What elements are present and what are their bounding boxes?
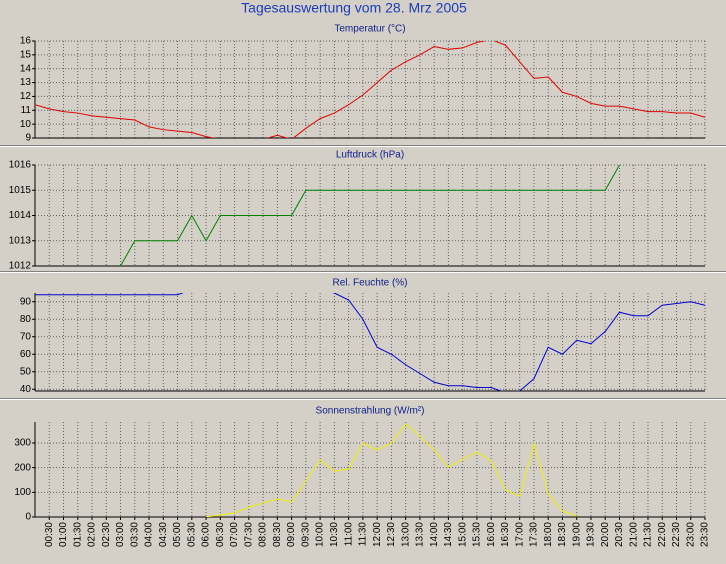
plot bbox=[119, 165, 621, 266]
y-tick-label: 300 bbox=[14, 438, 31, 449]
x-tick-label: 09:00 bbox=[286, 522, 297, 547]
x-tick-label: 23:30 bbox=[700, 522, 711, 547]
y-tick-label: 13 bbox=[20, 77, 32, 88]
x-tick-label: 12:30 bbox=[386, 522, 397, 547]
x-tick-label: 16:30 bbox=[500, 522, 511, 547]
x-tick-label: 14:00 bbox=[429, 522, 440, 547]
y-tick-label: 80 bbox=[20, 314, 32, 325]
data-line bbox=[35, 41, 705, 138]
x-tick-label: 06:30 bbox=[215, 522, 226, 547]
data-line bbox=[205, 423, 577, 517]
y-tick-label: 60 bbox=[20, 349, 32, 360]
y-tick-label: 10 bbox=[20, 119, 32, 130]
x-tick-label: 04:30 bbox=[158, 522, 169, 547]
x-tick-label: 22:00 bbox=[657, 522, 668, 547]
y-tick-label: 15 bbox=[20, 49, 32, 60]
data-line bbox=[35, 293, 705, 391]
x-tick-label: 20:00 bbox=[600, 522, 611, 547]
y-tick-label: 0 bbox=[25, 512, 31, 523]
x-tick-label: 04:00 bbox=[144, 522, 155, 547]
plot bbox=[35, 41, 705, 138]
x-tick-label: 10:30 bbox=[329, 522, 340, 547]
x-tick-label: 09:30 bbox=[300, 522, 311, 547]
x-tick-label: 02:30 bbox=[101, 522, 112, 547]
x-tick-label: 17:00 bbox=[514, 522, 525, 547]
y-tick-label: 90 bbox=[20, 296, 32, 307]
x-tick-label: 05:30 bbox=[186, 522, 197, 547]
plot bbox=[35, 293, 705, 391]
x-tick-label: 15:00 bbox=[457, 522, 468, 547]
x-tick-label: 01:30 bbox=[72, 522, 83, 547]
y-tick-label: 1016 bbox=[9, 160, 32, 171]
x-tick-label: 15:30 bbox=[472, 522, 483, 547]
x-tick-label: 08:00 bbox=[258, 522, 269, 547]
x-tick-label: 18:30 bbox=[557, 522, 568, 547]
x-tick-label: 01:00 bbox=[58, 522, 69, 547]
y-tick-label: 70 bbox=[20, 331, 32, 342]
y-tick-label: 12 bbox=[20, 91, 32, 102]
y-tick-label: 200 bbox=[14, 462, 31, 473]
x-tick-label: 03:30 bbox=[129, 522, 140, 547]
x-tick-label: 03:00 bbox=[115, 522, 126, 547]
x-tick-label: 06:00 bbox=[201, 522, 212, 547]
y-tick-label: 9 bbox=[25, 133, 31, 144]
chart-title: Temperatur (°C) bbox=[334, 24, 405, 35]
x-tick-label: 12:00 bbox=[372, 522, 383, 547]
x-tick-label: 22:30 bbox=[671, 522, 682, 547]
y-tick-label: 50 bbox=[20, 366, 32, 377]
x-tick-label: 13:00 bbox=[400, 522, 411, 547]
y-tick-label: 40 bbox=[20, 384, 32, 395]
y-tick-label: 1012 bbox=[9, 261, 32, 272]
x-tick-label: 23:00 bbox=[685, 522, 696, 547]
x-tick-label: 21:30 bbox=[643, 522, 654, 547]
y-tick-label: 1013 bbox=[9, 235, 32, 246]
x-tick-label: 18:00 bbox=[543, 522, 554, 547]
chart-title: Luftdruck (hPa) bbox=[336, 150, 404, 161]
y-tick-label: 16 bbox=[20, 36, 32, 47]
x-tick-label: 11:00 bbox=[343, 522, 354, 547]
x-tick-label: 07:00 bbox=[229, 522, 240, 547]
plot bbox=[205, 423, 577, 517]
chart-title: Rel. Feuchte (%) bbox=[332, 278, 407, 289]
x-tick-label: 17:30 bbox=[529, 522, 540, 547]
x-tick-label: 10:00 bbox=[315, 522, 326, 547]
x-tick-label: 00:30 bbox=[44, 522, 55, 547]
x-tick-label: 02:00 bbox=[87, 522, 98, 547]
x-tick-label: 16:00 bbox=[486, 522, 497, 547]
y-tick-label: 14 bbox=[20, 63, 32, 74]
data-line bbox=[119, 165, 621, 266]
page-title: Tagesauswertung vom 28. Mrz 2005 bbox=[241, 0, 467, 16]
x-tick-label: 21:00 bbox=[628, 522, 639, 547]
x-tick-label: 19:30 bbox=[586, 522, 597, 547]
x-tick-label: 20:30 bbox=[614, 522, 625, 547]
y-tick-label: 100 bbox=[14, 487, 31, 498]
x-tick-label: 19:00 bbox=[571, 522, 582, 547]
x-tick-label: 07:30 bbox=[243, 522, 254, 547]
x-tick-label: 08:30 bbox=[272, 522, 283, 547]
y-tick-label: 11 bbox=[21, 105, 32, 116]
y-tick-label: 1015 bbox=[9, 185, 32, 196]
chart-title: Sonnenstrahlung (W/m²) bbox=[316, 406, 425, 417]
x-tick-label: 11:30 bbox=[358, 522, 369, 547]
y-tick-label: 1014 bbox=[9, 210, 32, 221]
x-tick-label: 05:00 bbox=[172, 522, 183, 547]
x-tick-label: 14:30 bbox=[443, 522, 454, 547]
x-tick-label: 13:30 bbox=[415, 522, 426, 547]
